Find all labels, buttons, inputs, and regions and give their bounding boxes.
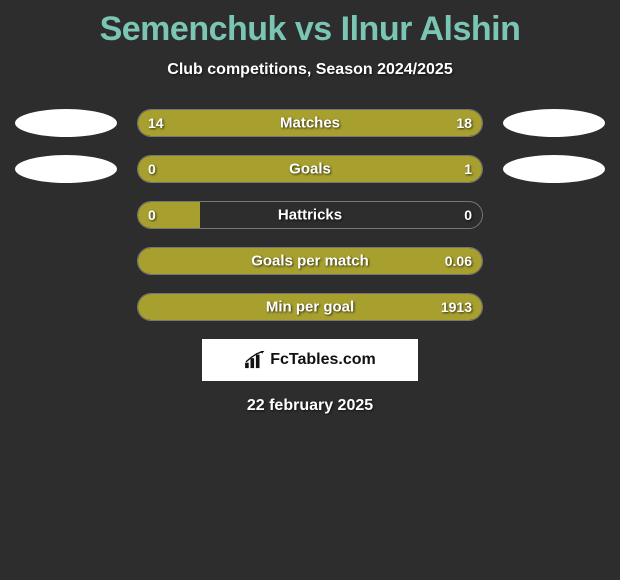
stat-row: Matches 14 18 <box>0 109 620 137</box>
brand-label: FcTables.com <box>270 351 376 369</box>
player-left-badge <box>15 155 117 183</box>
bar-left-fill <box>138 294 207 320</box>
page-title: Semenchuk vs Ilnur Alshin <box>0 0 620 49</box>
stat-value-right: 1913 <box>441 299 472 315</box>
subtitle: Club competitions, Season 2024/2025 <box>0 61 620 79</box>
player-left-badge <box>15 247 117 275</box>
stat-bar: Goals per match 0.06 <box>137 247 483 275</box>
stat-label: Goals per match <box>251 253 369 270</box>
stat-value-right: 18 <box>456 115 472 131</box>
stat-value-left: 0 <box>148 207 156 223</box>
stat-value-left: 14 <box>148 115 164 131</box>
stat-value-left: 0 <box>148 161 156 177</box>
stat-row: Hattricks 0 0 <box>0 201 620 229</box>
stat-bar: Hattricks 0 0 <box>137 201 483 229</box>
stat-label: Min per goal <box>266 299 354 316</box>
player-right-badge <box>503 155 605 183</box>
bar-left-fill <box>138 248 207 274</box>
player-right-badge <box>503 109 605 137</box>
stat-row: Goals 0 1 <box>0 155 620 183</box>
brand-badge[interactable]: FcTables.com <box>202 339 418 381</box>
stat-row: Goals per match 0.06 <box>0 247 620 275</box>
player-right-badge <box>503 201 605 229</box>
player-right-badge <box>503 247 605 275</box>
date-text: 22 february 2025 <box>0 397 620 415</box>
stat-label: Hattricks <box>278 207 342 224</box>
stat-value-right: 1 <box>464 161 472 177</box>
stat-bar: Min per goal 1913 <box>137 293 483 321</box>
stat-label: Goals <box>289 161 331 178</box>
comparison-chart: Matches 14 18 Goals 0 1 Hattricks 0 0 Goals per m… <box>0 109 620 321</box>
bar-chart-icon <box>244 351 266 369</box>
stat-row: Min per goal 1913 <box>0 293 620 321</box>
stat-value-right: 0.06 <box>445 253 472 269</box>
bar-right-fill <box>200 156 482 182</box>
stat-bar: Matches 14 18 <box>137 109 483 137</box>
player-left-badge <box>15 293 117 321</box>
stat-value-right: 0 <box>464 207 472 223</box>
player-right-badge <box>503 293 605 321</box>
stat-bar: Goals 0 1 <box>137 155 483 183</box>
player-left-badge <box>15 201 117 229</box>
player-left-badge <box>15 109 117 137</box>
stat-label: Matches <box>280 115 340 132</box>
